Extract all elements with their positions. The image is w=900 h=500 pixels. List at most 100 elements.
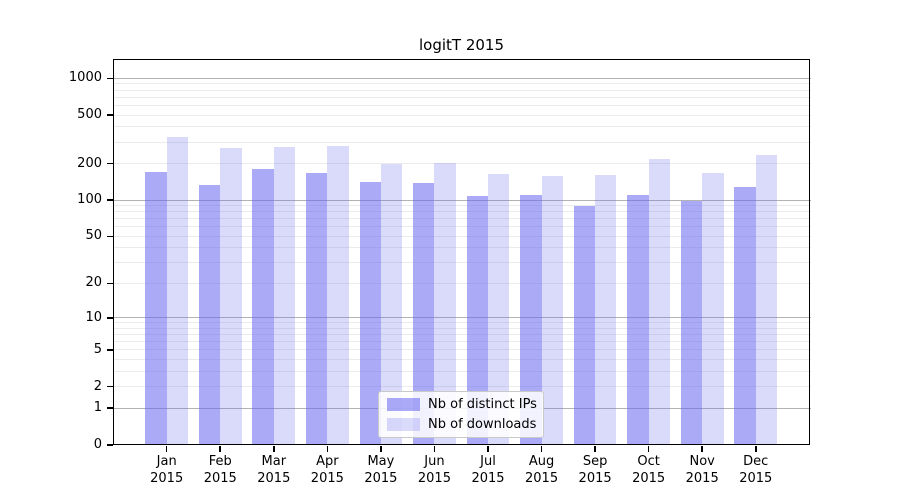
bar-distinct-ips-aug — [520, 195, 542, 445]
grid-line-4 — [113, 359, 811, 361]
bar-downloads-feb — [220, 148, 242, 445]
legend-swatch-downloads — [387, 418, 420, 431]
x-tick-label-mar: Mar 2015 — [257, 454, 291, 486]
y-tick-label-5: 5 — [93, 341, 102, 357]
y-tick-label-100: 100 — [77, 192, 102, 208]
grid-line-40 — [113, 247, 811, 249]
legend-label-downloads: Nb of downloads — [428, 417, 537, 432]
grid-line-700 — [113, 96, 811, 98]
x-tick-mark-apr — [326, 445, 329, 452]
x-tick-label-dec: Dec 2015 — [739, 454, 773, 486]
x-tick-label-sep: Sep 2015 — [578, 454, 612, 486]
bar-distinct-ips-nov — [680, 200, 703, 445]
bar-distinct-ips-may — [359, 181, 381, 445]
grid-line-5 — [113, 349, 811, 351]
bar-distinct-ips-jan — [145, 172, 167, 445]
bar-downloads-may — [380, 164, 403, 445]
x-tick-mark-jul — [487, 445, 489, 452]
x-tick-label-aug: Aug 2015 — [525, 454, 559, 486]
y-tick-mark-500 — [107, 114, 113, 116]
bar-downloads-sep — [595, 174, 617, 445]
grid-line-50 — [113, 235, 811, 237]
y-tick-mark-50 — [107, 235, 113, 238]
y-tick-mark-200 — [107, 162, 113, 165]
grid-line-80 — [113, 211, 811, 213]
x-tick-label-jul: Jul 2015 — [471, 454, 505, 486]
grid-line-300 — [113, 141, 811, 143]
bar-distinct-ips-oct — [627, 195, 649, 445]
grid-line-3 — [113, 370, 811, 372]
bar-downloads-jan — [166, 137, 189, 445]
bar-distinct-ips-jul — [466, 195, 488, 445]
y-tick-label-200: 200 — [77, 155, 102, 171]
grid-line-90 — [113, 205, 811, 207]
legend-item-downloads: Nb of downloads — [387, 417, 537, 432]
grid-line-100 — [113, 199, 811, 201]
bar-downloads-apr — [327, 145, 349, 445]
grid-line-6 — [113, 341, 811, 343]
grid-line-7 — [113, 334, 811, 336]
bar-downloads-nov — [702, 173, 724, 445]
y-tick-label-1: 1 — [93, 400, 102, 416]
y-tick-mark-100 — [107, 199, 113, 201]
grid-line-1000 — [113, 77, 811, 79]
grid-line-500 — [113, 114, 811, 116]
grid-line-70 — [113, 218, 811, 220]
x-tick-label-oct: Oct 2015 — [632, 454, 666, 486]
bar-downloads-oct — [648, 158, 671, 445]
x-tick-mark-sep — [594, 445, 596, 452]
y-tick-mark-1000 — [107, 77, 113, 80]
bar-downloads-jul — [488, 173, 510, 445]
y-tick-label-10: 10 — [85, 309, 102, 325]
y-tick-mark-2 — [107, 385, 113, 388]
x-tick-label-jan: Jan 2015 — [150, 454, 184, 486]
grid-line-900 — [113, 83, 811, 85]
x-tick-label-feb: Feb 2015 — [203, 454, 237, 486]
grid-line-600 — [113, 104, 811, 106]
bar-distinct-ips-mar — [252, 169, 274, 445]
y-tick-mark-10 — [107, 316, 113, 319]
x-tick-label-apr: Apr 2015 — [310, 454, 344, 486]
bar-downloads-mar — [273, 146, 296, 445]
x-tick-mark-may — [380, 445, 382, 452]
x-tick-label-may: May 2015 — [364, 454, 398, 486]
y-tick-label-500: 500 — [77, 107, 102, 123]
legend: Nb of distinct IPs Nb of downloads — [378, 391, 544, 438]
bar-downloads-jun — [434, 162, 456, 445]
grid-line-8 — [113, 327, 811, 329]
y-tick-label-2: 2 — [93, 378, 102, 394]
grid-line-2 — [113, 386, 811, 388]
chart-title: logitT 2015 — [418, 36, 505, 54]
y-tick-mark-20 — [107, 282, 113, 285]
y-tick-label-20: 20 — [85, 275, 102, 291]
bar-distinct-ips-apr — [305, 173, 328, 445]
x-tick-label-nov: Nov 2015 — [685, 454, 719, 486]
grid-line-400 — [113, 126, 811, 128]
grid-line-800 — [113, 89, 811, 91]
x-tick-mark-nov — [701, 445, 703, 452]
y-tick-label-50: 50 — [85, 228, 102, 244]
bar-downloads-aug — [541, 176, 563, 445]
legend-item-distinct-ips: Nb of distinct IPs — [387, 397, 537, 412]
grid-line-60 — [113, 226, 811, 228]
bar-distinct-ips-feb — [198, 184, 221, 445]
grid-line-20 — [113, 282, 811, 284]
x-tick-mark-aug — [540, 445, 543, 452]
x-tick-mark-jun — [433, 445, 436, 452]
legend-swatch-distinct-ips — [387, 398, 420, 411]
x-tick-mark-dec — [754, 445, 757, 452]
grid-line-9 — [113, 322, 811, 324]
y-tick-label-1000: 1000 — [68, 70, 102, 86]
y-tick-mark-1 — [107, 407, 113, 409]
x-tick-mark-feb — [219, 445, 222, 452]
bar-downloads-dec — [755, 154, 778, 445]
y-tick-mark-5 — [107, 349, 113, 351]
bar-distinct-ips-jun — [413, 183, 435, 445]
y-tick-mark-0 — [107, 444, 113, 446]
x-tick-mark-jan — [165, 445, 168, 452]
grid-line-30 — [113, 262, 811, 264]
x-tick-mark-mar — [273, 445, 275, 452]
bar-distinct-ips-dec — [734, 187, 756, 445]
